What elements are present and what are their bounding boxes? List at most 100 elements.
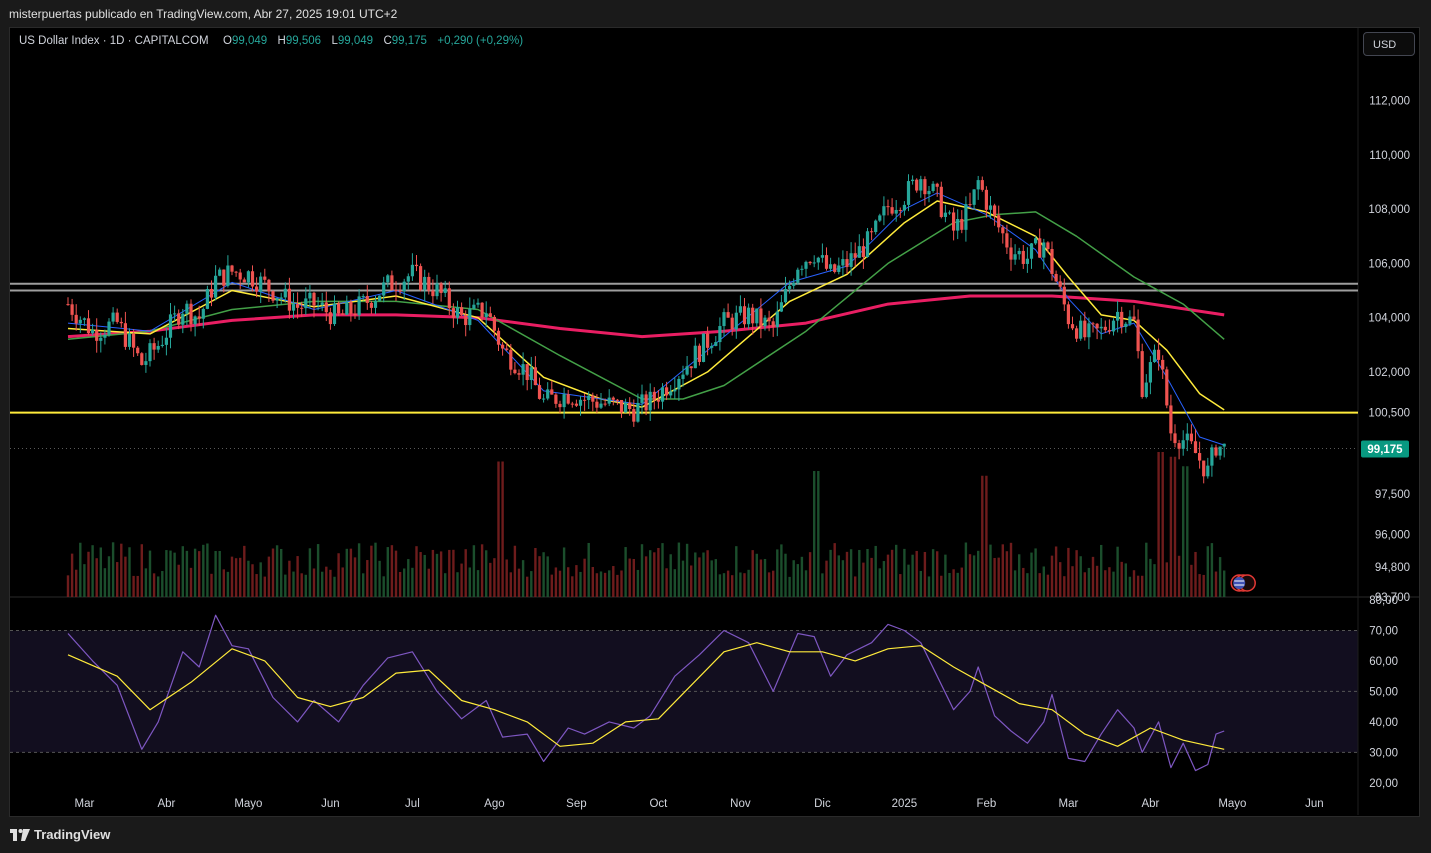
candle-body — [1103, 326, 1107, 331]
footer-brand: TradingView — [34, 827, 111, 842]
volume-bar — [370, 545, 373, 597]
candle-body — [439, 283, 443, 293]
candle-body — [74, 314, 78, 324]
volume-bar — [661, 543, 664, 597]
candle-body — [865, 231, 870, 258]
volume-bar — [1022, 567, 1025, 597]
open-label: O — [223, 35, 232, 47]
volume-bar — [1009, 542, 1013, 597]
candle-body — [378, 295, 382, 301]
candle-body — [751, 307, 755, 324]
currency-button[interactable]: USD — [1363, 32, 1415, 56]
last-price-badge — [1361, 440, 1409, 458]
volume-bar — [743, 573, 746, 597]
volume-bar — [571, 576, 574, 597]
volume-bar — [1046, 574, 1050, 597]
price-tick-label: 96,000 — [1375, 530, 1410, 542]
volume-bar — [214, 551, 217, 597]
candle-body — [82, 318, 86, 320]
volume-bar — [493, 558, 496, 597]
volume-bar — [1026, 573, 1029, 597]
candle-body — [1046, 242, 1050, 250]
volume-bar — [312, 568, 316, 597]
candle-body — [624, 402, 628, 413]
candle-body — [964, 204, 968, 230]
volume-bar — [124, 556, 127, 597]
candle-body — [898, 209, 902, 211]
volume-bar — [726, 570, 730, 597]
volume-bar — [83, 564, 86, 597]
volume-bar — [382, 576, 385, 597]
candle-body — [1120, 311, 1124, 327]
candle-body — [931, 183, 935, 191]
price-tick-label: 102,000 — [1368, 367, 1410, 379]
volume-bar — [177, 564, 180, 597]
volume-bar — [296, 556, 299, 597]
volume-bar — [66, 575, 70, 597]
candle-body — [86, 318, 91, 334]
volume-bar — [575, 565, 578, 597]
candle-body — [685, 366, 689, 375]
candle-body — [767, 317, 771, 322]
close-value: 99,175 — [391, 35, 427, 47]
candle-body — [1070, 324, 1075, 329]
volume-bar — [1141, 575, 1144, 597]
volume-bar — [587, 542, 590, 597]
candle-body — [144, 361, 148, 365]
candle-body — [78, 319, 82, 324]
symbol-name[interactable]: US Dollar Index · 1D · CAPITALCOM — [19, 35, 209, 47]
volume-bar — [419, 552, 422, 597]
volume-bar — [1206, 546, 1209, 597]
volume-bar — [505, 559, 508, 597]
volume-bar — [579, 571, 582, 597]
volume-bar — [755, 553, 758, 597]
volume-bar — [226, 571, 230, 597]
candle-body — [328, 312, 332, 325]
volume-bar — [288, 560, 291, 597]
volume-bar — [796, 564, 799, 597]
time-tick-label: 2025 — [892, 798, 918, 810]
candle-body — [1017, 250, 1021, 255]
volume-bar — [144, 568, 148, 597]
candle-body — [1177, 443, 1181, 449]
volume-bar — [960, 567, 963, 597]
candle-body — [870, 231, 874, 233]
candle-body — [1058, 281, 1062, 287]
time-tick-label: Sep — [566, 798, 586, 810]
candle-body — [1173, 433, 1177, 444]
candle-body — [103, 334, 107, 338]
candle-body — [369, 302, 373, 308]
volume-bar — [1091, 556, 1095, 597]
candle-body — [570, 403, 574, 405]
candle-body — [591, 395, 595, 402]
candle-body — [402, 281, 406, 292]
volume-bar — [903, 548, 906, 597]
volume-bar — [800, 556, 804, 597]
candle-body — [152, 343, 156, 350]
time-tick-label: Ago — [484, 798, 504, 810]
volume-bar — [456, 572, 459, 597]
volume-bar — [374, 542, 377, 597]
candle-body — [287, 288, 291, 311]
volume-bar — [1108, 567, 1111, 597]
volume-bar — [1149, 558, 1152, 597]
volume-bar — [694, 552, 697, 597]
volume-bar — [759, 559, 763, 597]
time-tick-label: Jun — [1305, 798, 1324, 810]
candle-body — [714, 342, 718, 346]
volume-bar — [316, 544, 320, 597]
candle-body — [886, 206, 890, 208]
candle-body — [693, 345, 697, 369]
tradingview-logo[interactable]: TradingView — [10, 827, 110, 842]
candle-body — [148, 343, 152, 362]
candle-body — [95, 329, 99, 341]
candle-body — [1189, 433, 1193, 442]
candle-body — [824, 255, 829, 269]
candle-body — [878, 215, 882, 221]
candle-body — [997, 215, 1001, 228]
volume-bar — [854, 576, 857, 597]
volume-bar — [874, 545, 877, 597]
rsi-tick-label: 20,00 — [1369, 778, 1398, 790]
candle-body — [205, 288, 209, 309]
